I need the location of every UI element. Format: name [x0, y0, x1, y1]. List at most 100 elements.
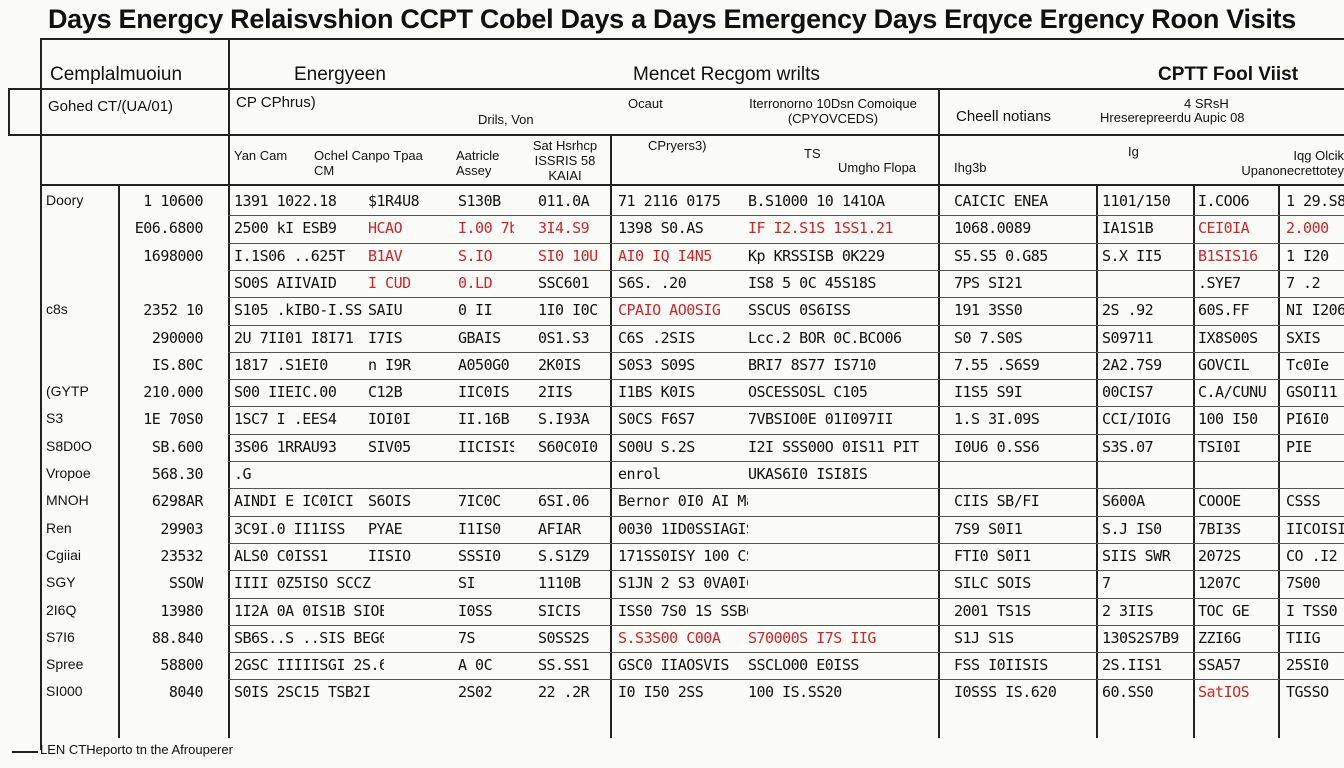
row-label: SI000 — [46, 683, 83, 700]
table-cell: 171SS0ISY 100 CSS0006CO S00 — [618, 546, 748, 565]
row-divider — [228, 215, 1344, 217]
table-cell: S3S.07 — [1102, 437, 1154, 456]
table-cell: SS.SS1 — [538, 656, 590, 675]
table-cell: 0.LD — [458, 273, 493, 292]
table-cell: SAIU — [368, 301, 403, 320]
table-cell: 1101/150 — [1102, 192, 1171, 210]
table-cell: SB6S..S ..SIS BEG0 — [234, 628, 384, 647]
row-label: S3 — [46, 410, 64, 427]
table-cell: S5.S5 0.G85 — [954, 246, 1048, 265]
table-cell: A 0C — [458, 656, 493, 675]
table-cell: FTI0 S0I1 — [954, 546, 1031, 565]
table-cell: S0S3 S09S — [618, 355, 695, 374]
table-cell: 3I4.S9 — [538, 219, 590, 238]
table-cell: CEI0IA — [1198, 219, 1250, 238]
table-cell: 7S9 S0I1 — [954, 519, 1023, 538]
table-cell: 011.0A — [538, 192, 590, 210]
table-cell: I.1S06 ..625T — [234, 246, 345, 265]
table-cell: Bernor 0I0 AI Mamofos Souml/Prp — [618, 492, 748, 511]
table-cell: 2001 TS1S — [954, 601, 1031, 620]
footnote-rule — [12, 751, 38, 753]
table-cell: Lcc.2 BOR 0C.BCO06 — [748, 328, 902, 347]
table-cell: S.J IS0 — [1102, 519, 1162, 538]
table-cell: GSC0 IIAOSVIS — [618, 656, 729, 675]
table-cell: 22 .2R — [538, 683, 590, 702]
table-cell: C12B — [368, 383, 403, 402]
table-cell: S.X II5 — [1102, 246, 1162, 265]
table-cell: 1817 .S1EI0 — [234, 355, 328, 374]
table-cell: 60.SS0 — [1102, 683, 1154, 702]
table-cell: S6OIS — [368, 492, 411, 511]
table-cell: 1110B — [538, 574, 581, 593]
table-cell: 6298AR — [151, 492, 203, 511]
table-cell: 7S00 — [1286, 574, 1321, 593]
table-cell: 1I0 I0C — [538, 301, 598, 320]
table-cell: 2500 kI ESB9 — [234, 219, 337, 238]
table-cell: IA1S1B — [1102, 219, 1154, 238]
table-cell: 58800 — [160, 656, 203, 675]
table-cell: S105 .kIBO-I.SS — [234, 301, 362, 320]
er-visits-table: Cemplalmuoiun Gohed CT/(UA/01) Energyeen… — [8, 38, 1344, 760]
table-cell: PIE — [1286, 437, 1312, 456]
table-cell: 1207C — [1198, 574, 1241, 593]
row-divider — [228, 597, 1344, 599]
col-header-h: Ihg3b — [954, 160, 987, 175]
row-divider — [228, 324, 1344, 326]
table-cell: B1SIS16 — [1198, 246, 1258, 265]
group-header-3: Mencet Recgom wrilts — [633, 64, 820, 85]
table-cell: S130B — [458, 192, 501, 210]
table-cell: 2S.IIS1 — [1102, 656, 1162, 675]
table-cell: 2.000 — [1286, 219, 1329, 238]
table-cell: 2S02 — [458, 683, 493, 702]
table-cell: 3S06 1RRAU93 — [234, 437, 337, 456]
table-cell: I0SSS IS.620 — [954, 683, 1057, 702]
table-cell: I TSS0 — [1286, 601, 1338, 620]
table-cell: 1391 1022.18 — [234, 192, 337, 210]
table-cell: GOVCIL — [1198, 355, 1250, 374]
group-header-1: Cemplalmuoiun — [50, 64, 183, 85]
table-cell: 88.840 — [151, 628, 203, 647]
table-cell: SSCUS 0S6ISS — [748, 301, 851, 320]
table-cell: 25SI0 — [1286, 656, 1329, 675]
col-header-i: Ig — [1128, 144, 1139, 159]
table-cell: S0IS 2SC15 TSB2I — [234, 683, 371, 702]
table-cell: S600A — [1102, 492, 1145, 511]
row-divider — [228, 679, 1344, 681]
table-cell: SSOW — [168, 574, 203, 593]
table-cell: S00U S.2S — [618, 437, 695, 456]
table-cell: IISIO — [368, 546, 411, 565]
table-cell: UKAS6I0 ISI8IS — [748, 465, 868, 483]
table-cell: S.S3S00 C00A — [618, 628, 721, 647]
row-divider — [228, 570, 1344, 572]
table-cell: S.IO — [458, 246, 493, 265]
table-cell: 7VBSIO0E 01I097II — [748, 410, 894, 429]
table-cell: 0030 1ID0SSIAGIS0OVCIO/C 0SI — [618, 519, 748, 538]
table-cell: n I9R — [368, 355, 411, 374]
group-header-4: CPTT Fool Viist — [1158, 64, 1299, 85]
row-label: 2I6Q — [46, 601, 77, 618]
table-cell: 2S .92 — [1102, 301, 1154, 320]
col-header-j: Iqg Olcik Upanonecrettotey — [1241, 148, 1344, 178]
table-cell: SI — [458, 574, 476, 593]
table-cell: AINDI E IC0ICI — [234, 492, 354, 511]
table-cell: 7S — [458, 628, 476, 647]
row-divider — [228, 488, 1344, 490]
row-label: c8s — [46, 301, 68, 318]
row-label: S7I6 — [46, 628, 75, 645]
table-cell: 1 29.S8 — [1286, 192, 1344, 210]
table-cell: E06.6800 — [134, 219, 203, 238]
table-cell: 7IC0C — [458, 492, 501, 511]
table-cell: S09711 — [1102, 328, 1154, 347]
table-cell: I2I SSS00O 0IS11 PIT — [748, 437, 919, 456]
group-header-4-sub-a: Cheell notians — [956, 108, 1052, 125]
table-cell: CIIS SB/FI — [954, 492, 1040, 511]
table-cell: 0S1.S3 — [538, 328, 590, 347]
table-cell: 7 — [1102, 574, 1111, 593]
table-cell: 29903 — [160, 519, 203, 538]
group-header-4-sub-b: Hreserepreerdu Aupic 08 — [1100, 110, 1245, 125]
table-cell: 1 10600 — [143, 192, 203, 210]
table-cell: SILC SOIS — [954, 574, 1031, 593]
row-label: Cgiiai — [46, 546, 82, 563]
table-cell: 2K0IS — [538, 355, 581, 374]
table-cell: TIIG — [1286, 628, 1321, 647]
